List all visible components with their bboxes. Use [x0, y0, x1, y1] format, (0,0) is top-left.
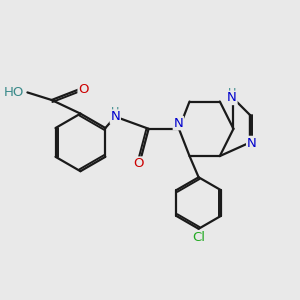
Text: HO: HO: [4, 86, 24, 99]
Text: Cl: Cl: [192, 231, 205, 244]
Text: N: N: [110, 110, 120, 123]
Text: H: H: [111, 107, 119, 117]
Text: N: N: [227, 92, 237, 104]
Text: O: O: [133, 157, 143, 170]
Text: O: O: [78, 83, 89, 96]
Text: H: H: [228, 88, 236, 98]
Text: N: N: [247, 136, 256, 149]
Text: N: N: [173, 116, 183, 130]
